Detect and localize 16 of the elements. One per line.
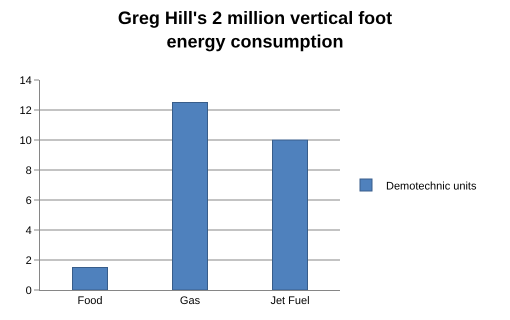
x-tick-label: Gas (180, 295, 201, 308)
y-tick-label: 12 (20, 104, 32, 117)
chart-title: Greg Hill's 2 million vertical foot energy consumption (118, 8, 392, 52)
y-tick-label: 2 (26, 254, 32, 267)
x-tick-label: Jet Fuel (270, 295, 310, 308)
bar (272, 140, 308, 290)
bar (172, 102, 208, 290)
y-tick-label: 10 (20, 134, 32, 147)
y-tick-label: 4 (26, 224, 32, 237)
x-tick-label: Food (77, 295, 103, 308)
y-tick-label: 8 (26, 164, 32, 177)
y-tick-label: 0 (26, 284, 32, 297)
y-tick-label: 14 (20, 74, 32, 87)
bar (72, 267, 108, 290)
legend-label: Demotechnic units (386, 180, 477, 192)
y-tick-label: 6 (26, 194, 32, 207)
